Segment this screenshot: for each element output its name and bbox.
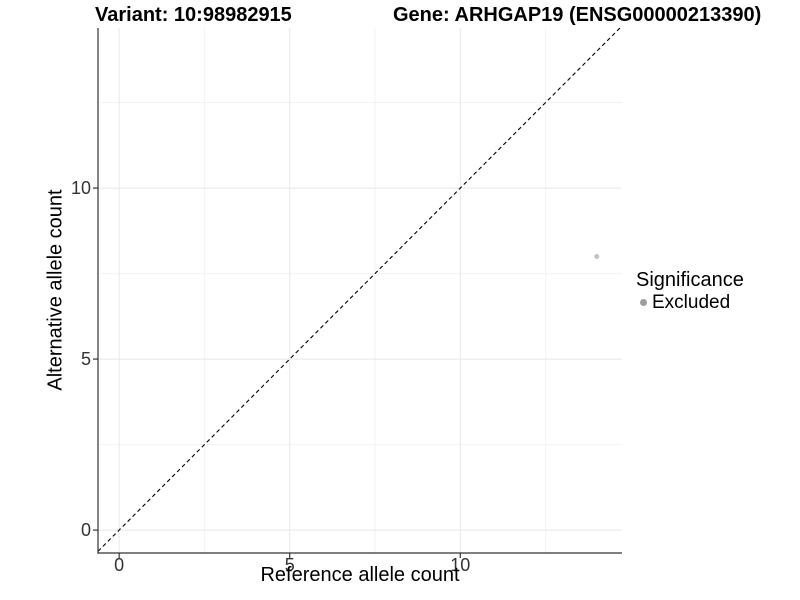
x-tick-label: 10	[450, 555, 471, 575]
y-tick-label: 5	[80, 349, 91, 370]
plot-title-gene: Gene: ARHGAP19 (ENSG00000213390)	[393, 4, 762, 26]
legend-entry: Excluded	[636, 292, 744, 313]
data-point	[594, 253, 600, 259]
legend-key-dot-icon	[640, 299, 647, 306]
x-tick-label: 5	[284, 555, 295, 575]
legend-entries: Excluded	[636, 292, 744, 313]
y-tick-label: 10	[70, 178, 91, 199]
legend: Significance Excluded	[636, 269, 744, 313]
legend-title: Significance	[636, 269, 744, 291]
x-tick-label: 0	[114, 555, 125, 575]
legend-entry-label: Excluded	[652, 292, 731, 313]
y-tick-label: 0	[80, 520, 91, 541]
identity-dashed-line	[97, 27, 621, 552]
plot-title-variant: Variant: 10:98982915	[95, 4, 292, 26]
x-axis-title: Reference allele count	[260, 564, 460, 586]
y-axis-title: Alternative allele count	[44, 189, 67, 391]
